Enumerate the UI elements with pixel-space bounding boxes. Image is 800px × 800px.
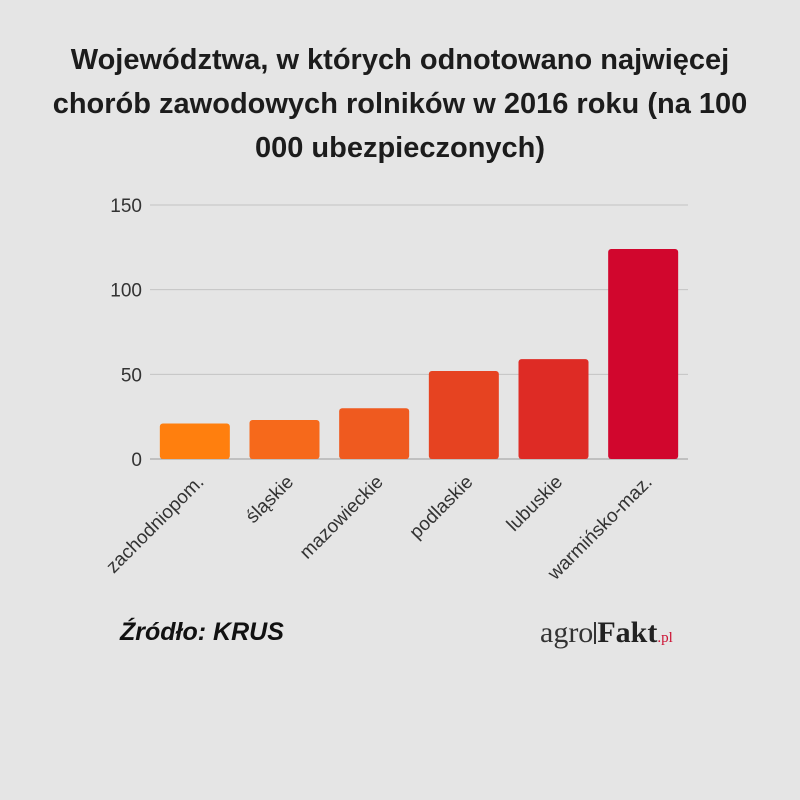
x-tick-label: zachodniopom. [102, 472, 208, 578]
bar-chart: 0 50 100 150 zachodniopom. śląskiemazowiecki… [102, 196, 688, 585]
x-tick-label: lubuskie [503, 472, 567, 536]
bar [608, 249, 679, 459]
agrofakt-logo: agro Fakt.pl [540, 616, 673, 650]
logo-text-fakt: Fakt [597, 616, 658, 649]
y-tick-label: 0 [131, 450, 142, 471]
bar [159, 423, 230, 459]
bars [159, 249, 679, 459]
x-tick-label: mazowieckie [296, 472, 388, 564]
bar [518, 359, 589, 459]
y-tick-label: 50 [121, 365, 142, 386]
logo-text-pl: .pl [657, 630, 673, 646]
source-label: Źródło: KRUS [120, 618, 284, 646]
bar [428, 370, 499, 459]
x-tick-label: podlaskie [406, 472, 478, 544]
y-tick-label: 150 [110, 196, 142, 217]
grid-lines [150, 204, 688, 460]
bar [339, 408, 410, 459]
chart-title: Województwa, w których odnotowano najwię… [52, 44, 748, 164]
x-tick-label: śląskie [242, 472, 298, 528]
bar [249, 420, 320, 459]
logo-divider [594, 622, 597, 644]
logo-text-agro: agro [540, 616, 594, 649]
y-axis-ticks: 0 50 100 150 [110, 196, 142, 471]
y-tick-label: 100 [110, 281, 142, 302]
